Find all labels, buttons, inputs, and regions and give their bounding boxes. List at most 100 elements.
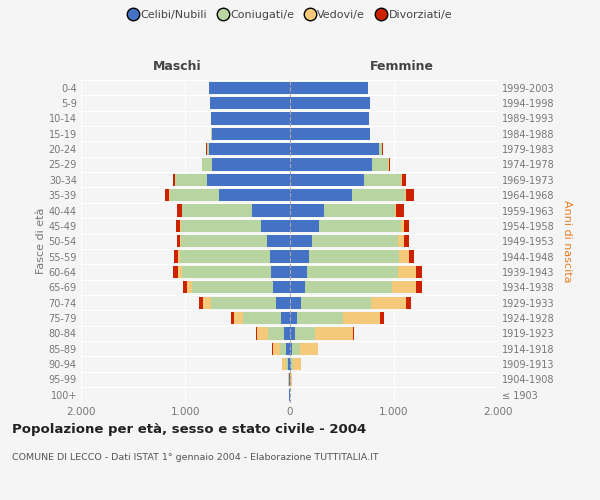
- Bar: [396, 204, 404, 216]
- Bar: [256, 327, 257, 340]
- Bar: [406, 296, 411, 309]
- Bar: [280, 342, 286, 355]
- Bar: [290, 327, 295, 340]
- Bar: [286, 342, 290, 355]
- Bar: [388, 158, 389, 170]
- Bar: [180, 235, 181, 248]
- Text: Maschi: Maschi: [152, 60, 202, 72]
- Bar: [292, 358, 293, 370]
- Bar: [273, 342, 280, 355]
- Text: COMUNE DI LECCO - Dati ISTAT 1° gennaio 2004 - Elaborazione TUTTITALIA.IT: COMUNE DI LECCO - Dati ISTAT 1° gennaio …: [12, 452, 379, 462]
- Bar: [179, 250, 269, 263]
- Bar: [301, 296, 371, 309]
- Bar: [234, 312, 242, 324]
- Bar: [406, 189, 414, 202]
- Bar: [211, 296, 276, 309]
- Bar: [284, 327, 290, 340]
- Bar: [290, 112, 369, 124]
- Bar: [271, 266, 290, 278]
- Bar: [364, 174, 401, 186]
- Bar: [409, 250, 414, 263]
- Bar: [343, 312, 380, 324]
- Bar: [268, 327, 284, 340]
- Bar: [290, 312, 298, 324]
- Bar: [401, 220, 404, 232]
- Bar: [176, 220, 180, 232]
- Bar: [392, 281, 416, 293]
- Bar: [286, 358, 288, 370]
- Bar: [405, 189, 406, 202]
- Bar: [207, 143, 209, 155]
- Bar: [398, 250, 409, 263]
- Bar: [218, 189, 290, 202]
- Bar: [290, 174, 364, 186]
- Bar: [178, 266, 182, 278]
- Bar: [178, 250, 179, 263]
- Bar: [290, 358, 292, 370]
- Bar: [353, 327, 354, 340]
- Bar: [402, 174, 406, 186]
- Bar: [324, 204, 395, 216]
- Bar: [230, 312, 234, 324]
- Bar: [290, 97, 370, 109]
- Bar: [266, 235, 290, 248]
- Bar: [182, 204, 252, 216]
- Bar: [177, 235, 180, 248]
- Bar: [395, 204, 396, 216]
- Bar: [269, 250, 290, 263]
- Bar: [209, 143, 290, 155]
- Bar: [298, 312, 343, 324]
- Bar: [309, 250, 398, 263]
- Bar: [212, 158, 290, 170]
- Text: Popolazione per età, sesso e stato civile - 2004: Popolazione per età, sesso e stato civil…: [12, 422, 366, 436]
- Bar: [202, 158, 212, 170]
- Bar: [182, 266, 271, 278]
- Bar: [352, 189, 405, 202]
- Bar: [282, 358, 286, 370]
- Bar: [398, 266, 416, 278]
- Bar: [290, 128, 370, 140]
- Bar: [210, 97, 290, 109]
- Bar: [295, 327, 314, 340]
- Bar: [273, 281, 290, 293]
- Bar: [290, 296, 301, 309]
- Text: Femmine: Femmine: [370, 60, 434, 72]
- Bar: [314, 327, 353, 340]
- Legend: Celibi/Nubili, Coniugati/e, Vedovi/e, Divorziati/e: Celibi/Nubili, Coniugati/e, Vedovi/e, Di…: [128, 8, 454, 22]
- Bar: [174, 250, 178, 263]
- Bar: [187, 281, 191, 293]
- Bar: [290, 204, 324, 216]
- Bar: [290, 281, 305, 293]
- Bar: [404, 235, 409, 248]
- Bar: [290, 250, 309, 263]
- Bar: [416, 281, 422, 293]
- Bar: [281, 312, 290, 324]
- Bar: [203, 296, 211, 309]
- Bar: [212, 128, 290, 140]
- Bar: [300, 342, 318, 355]
- Bar: [290, 342, 292, 355]
- Bar: [290, 220, 319, 232]
- Bar: [380, 312, 383, 324]
- Bar: [290, 189, 352, 202]
- Bar: [293, 358, 301, 370]
- Bar: [307, 266, 398, 278]
- Bar: [288, 358, 290, 370]
- Bar: [181, 235, 266, 248]
- Bar: [313, 235, 398, 248]
- Bar: [398, 235, 404, 248]
- Bar: [180, 220, 181, 232]
- Bar: [262, 220, 290, 232]
- Bar: [290, 235, 313, 248]
- Bar: [401, 174, 402, 186]
- Bar: [252, 204, 290, 216]
- Bar: [290, 374, 292, 386]
- Bar: [305, 281, 392, 293]
- Bar: [292, 342, 300, 355]
- Bar: [379, 143, 382, 155]
- Bar: [173, 266, 178, 278]
- Bar: [191, 281, 273, 293]
- Y-axis label: Anni di nascita: Anni di nascita: [562, 200, 572, 282]
- Bar: [170, 189, 218, 202]
- Bar: [290, 266, 307, 278]
